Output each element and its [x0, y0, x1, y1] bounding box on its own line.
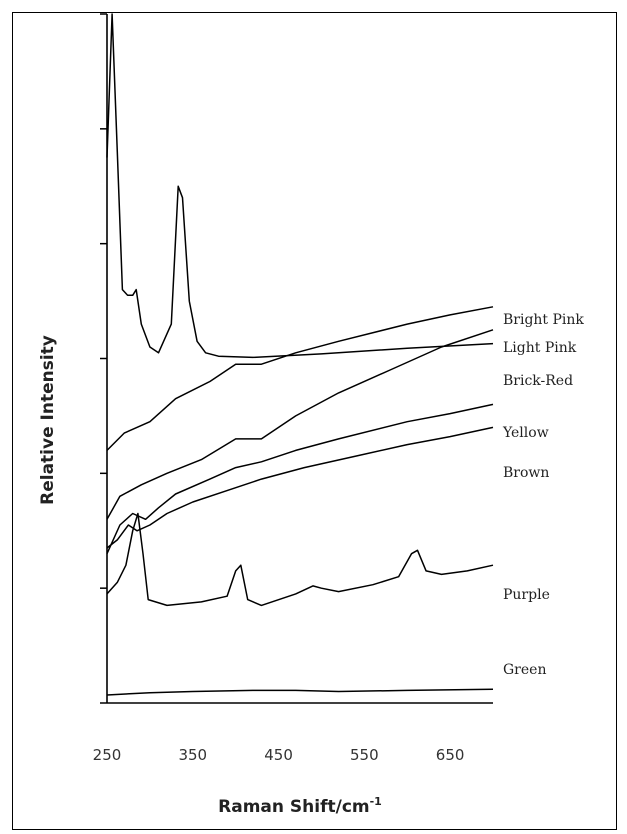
x-axis-title: Raman Shift/cm-1 [218, 795, 382, 817]
x-axis-title-main: Raman Shift/cm [218, 797, 369, 817]
x-tick-label: 550 [350, 746, 379, 764]
series-label-light-pink: Light Pink [503, 340, 577, 356]
series-green-line [106, 688, 494, 696]
x-tick-label: 450 [264, 746, 293, 764]
x-axis-title-superscript: -1 [370, 795, 382, 808]
series-label-purple: Purple [503, 587, 550, 603]
series-label-yellow: Yellow [502, 425, 549, 441]
series-label-brown: Brown [503, 465, 549, 481]
series-labels: Bright Pink Light Pink Brick-Red Yellow Brow… [502, 312, 584, 678]
series-light-pink-line [106, 306, 494, 451]
y-axis-title: Relative Intensity [38, 335, 58, 505]
series-purple-line [106, 512, 494, 607]
figure-frame [12, 12, 617, 830]
series-brown-line [106, 426, 494, 549]
series-yellow-line [106, 403, 494, 555]
series-bright-pink-line [106, 13, 494, 359]
series-curves [106, 13, 494, 696]
x-tick-label: 650 [436, 746, 465, 764]
y-ticks [100, 13, 107, 704]
x-tick-label: 250 [93, 746, 122, 764]
x-ticks: 250 350 450 550 650 [93, 746, 465, 764]
series-label-green: Green [503, 662, 546, 678]
series-brick-red-line [106, 329, 494, 520]
x-tick-label: 350 [178, 746, 207, 764]
series-label-bright-pink: Bright Pink [503, 312, 584, 328]
series-label-brick-red: Brick-Red [503, 373, 573, 389]
